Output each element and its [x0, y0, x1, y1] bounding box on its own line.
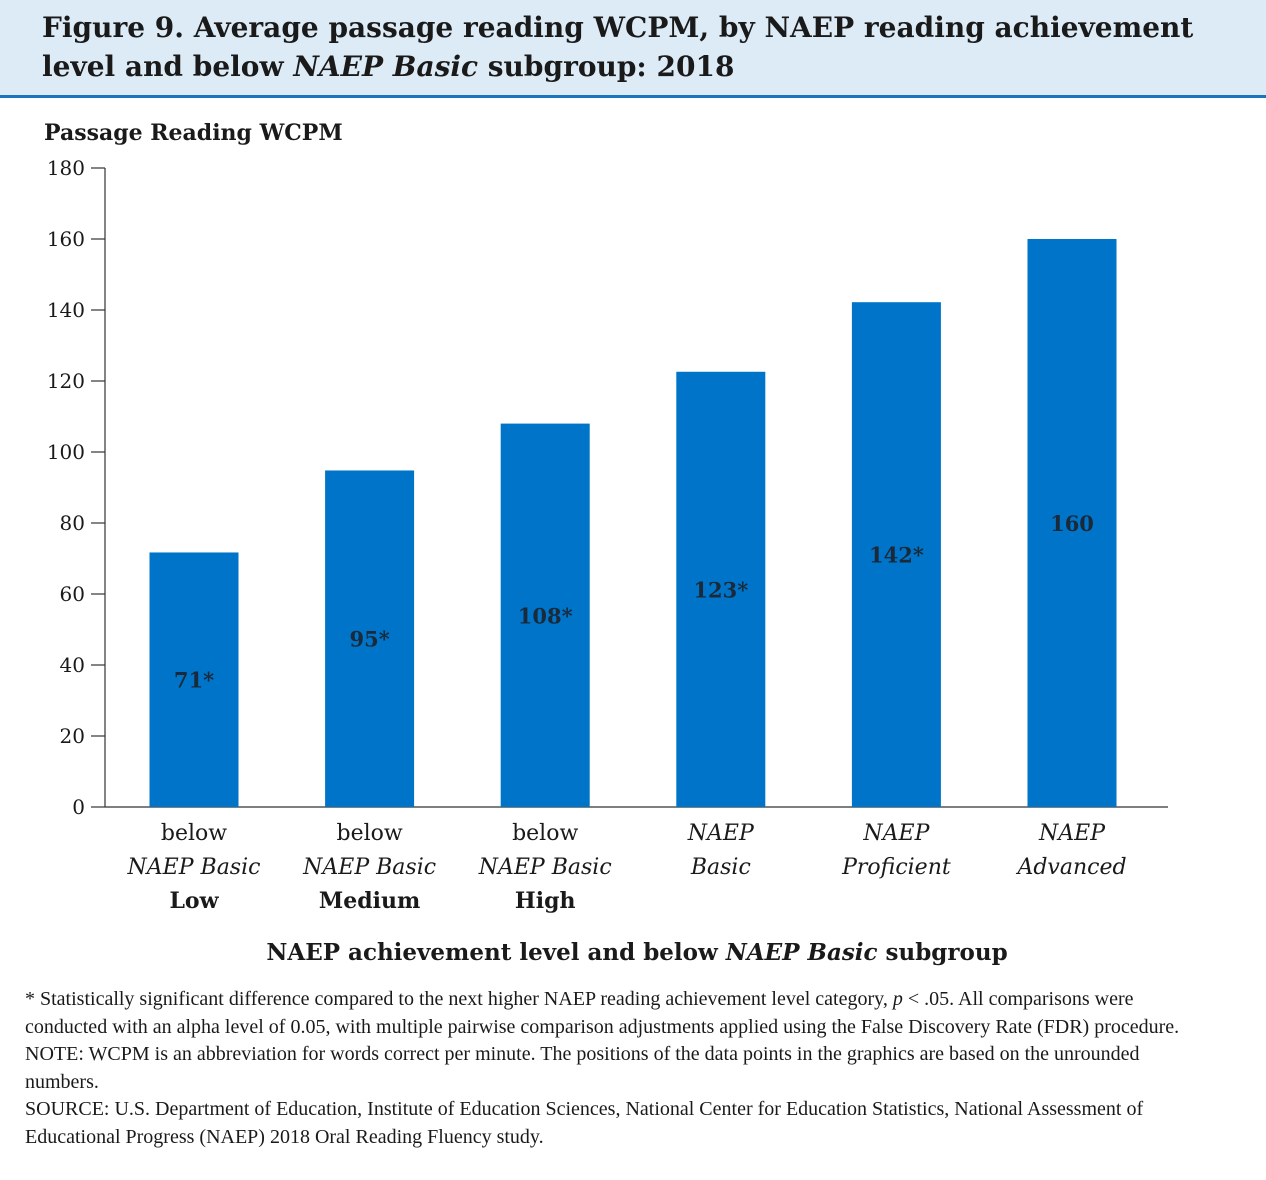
- y-tick-label: 40: [60, 653, 85, 677]
- x-category-label: Proficient: [841, 855, 951, 880]
- x-category-label: Medium: [319, 888, 420, 914]
- x-category-label: Advanced: [1015, 855, 1126, 880]
- x-category-label: NAEP: [1038, 821, 1106, 846]
- bar-value-label: 95*: [349, 627, 389, 652]
- bars: 71* 95* 108* 123* 142* 160: [149, 239, 1117, 807]
- y-tick-label: 100: [47, 440, 85, 464]
- source-note: SOURCE: U.S. Department of Education, In…: [25, 1098, 1144, 1148]
- y-tick-label: 140: [47, 298, 85, 322]
- figure-title: Figure 9. Average passage reading WCPM, …: [42, 8, 1242, 86]
- bar: [1027, 239, 1117, 807]
- x-axis-labels: below NAEP Basic Low below NAEP Basic Medium b…: [127, 821, 1127, 914]
- x-axis-title-prefix: NAEP achievement level and below: [266, 939, 725, 966]
- x-category-label: High: [515, 888, 576, 914]
- x-category-label: NAEP Basic: [302, 855, 436, 880]
- footnotes: * Statistically significant difference c…: [25, 986, 1185, 1151]
- x-category-label: below: [512, 821, 578, 846]
- y-axis-title: Passage Reading WCPM: [44, 120, 343, 146]
- bar-value-label: 160: [1050, 511, 1094, 536]
- bar-value-label: 71*: [174, 668, 214, 693]
- y-tick-label: 180: [47, 156, 85, 180]
- x-category-label: NAEP: [862, 821, 930, 846]
- x-category-label: below: [336, 821, 402, 846]
- y-axis: 0 20 40 60 80 100 120 140 160 180: [47, 156, 1168, 819]
- significance-p: p: [892, 988, 903, 1010]
- figure-header: Figure 9. Average passage reading WCPM, …: [0, 0, 1266, 98]
- y-tick-label: 20: [60, 724, 85, 748]
- x-category-label: Low: [169, 888, 219, 914]
- bar: [149, 552, 239, 807]
- x-axis-title-suffix: subgroup: [878, 939, 1008, 966]
- x-axis-title-italic: NAEP Basic: [725, 939, 878, 966]
- y-tick-label: 60: [60, 582, 85, 606]
- title-prefix: Figure 9. Average passage reading WCPM, …: [42, 11, 1194, 83]
- bar: [676, 371, 766, 807]
- x-category-label: NAEP: [687, 821, 755, 846]
- abbreviation-note: NOTE: WCPM is an abbreviation for words …: [25, 1043, 1140, 1093]
- bar: [500, 423, 590, 807]
- bar-chart: Passage Reading WCPM 0 20 40 60 80 100 120 140 1…: [44, 120, 1168, 966]
- significance-note: * Statistically significant difference c…: [25, 986, 1185, 1041]
- bar-value-label: 142*: [869, 543, 924, 568]
- x-category-label: NAEP Basic: [127, 855, 261, 880]
- x-category-label: Basic: [690, 855, 751, 880]
- x-axis-title: NAEP achievement level and below NAEP Ba…: [266, 939, 1007, 966]
- y-tick-label: 0: [72, 795, 85, 819]
- x-category-label: NAEP Basic: [478, 855, 612, 880]
- title-suffix: subgroup: 2018: [478, 50, 735, 83]
- significance-prefix: * Statistically significant difference c…: [25, 988, 893, 1010]
- x-category-label: below: [161, 821, 227, 846]
- bar-value-label: 108*: [518, 603, 573, 628]
- bar: [851, 302, 941, 807]
- bar-value-label: 123*: [693, 577, 748, 602]
- title-italic: NAEP Basic: [293, 50, 479, 83]
- y-tick-label: 80: [60, 511, 85, 535]
- y-tick-label: 160: [47, 227, 85, 251]
- y-tick-label: 120: [47, 369, 85, 393]
- bar: [325, 470, 415, 807]
- significance-suffix: < .05. All comparisons were conducted wi…: [25, 988, 1180, 1038]
